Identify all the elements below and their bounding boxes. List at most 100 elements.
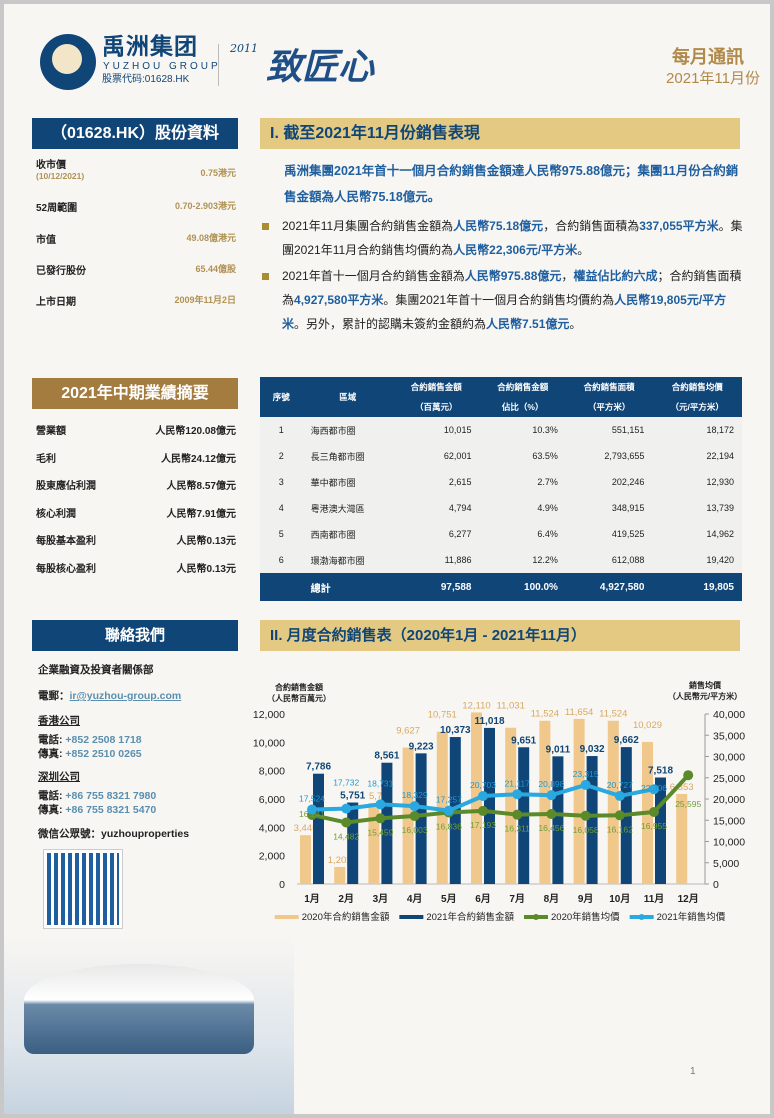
line-data-label: 16,162 — [607, 824, 633, 834]
line-data-label: 18,329 — [402, 790, 428, 800]
wechat-qr-code[interactable] — [43, 849, 123, 929]
table-cell: 14,962 — [706, 529, 734, 539]
table-cell: 63.5% — [532, 451, 558, 461]
table-cell: 4,794 — [448, 503, 472, 513]
interim-row: 核心利潤 人民幣7.91億元 — [36, 505, 236, 520]
line-data-label: 18,731 — [367, 778, 393, 788]
bar-2021 — [552, 756, 564, 884]
y2-tick-label: 15,000 — [713, 815, 745, 827]
legend-marker — [533, 914, 539, 920]
bullet-text: 337,055平方米 — [639, 219, 719, 233]
x-tick-label: 10月 — [609, 893, 630, 905]
line-data-label: 16,955 — [641, 821, 667, 831]
table-cell: 13,739 — [706, 503, 734, 513]
bar-data-label: 11,524 — [599, 709, 627, 720]
bar-2021 — [313, 773, 324, 884]
table-cell: 總計 — [302, 573, 393, 601]
hk-tel: +852 2508 1718 — [65, 734, 142, 746]
contact-dept: 企業融資及投資者關係部 — [38, 664, 154, 676]
stock-row: 上市日期 2009年11月2日 — [36, 293, 236, 308]
bar-2020 — [676, 793, 688, 884]
bar-2021 — [484, 727, 495, 884]
interim-row: 股東應佔利潤 人民幣8.57億元 — [36, 477, 236, 492]
bullet-text: 。集團2021年首十一個月合約銷售均價約為 — [383, 293, 615, 307]
line-2020 — [311, 773, 690, 825]
building-shape — [24, 964, 254, 1054]
company-logo-mark — [52, 44, 82, 74]
tel-label: 電話: — [38, 790, 66, 802]
value: 49.08億港元 — [186, 233, 236, 243]
bar-2021 — [415, 753, 427, 884]
bar-data-label: 10,029 — [633, 720, 662, 731]
value: 人民幣0.13元 — [176, 536, 236, 548]
bullet-text: 。集團2021年11月合約銷售均價約為 — [282, 219, 743, 257]
table-cell: 22,194 — [706, 451, 734, 461]
bullet-text: 人民幣75.18億元 — [453, 219, 544, 233]
table-cell: 10.3% — [532, 425, 558, 435]
header-line: （元/平方米） — [670, 402, 724, 412]
bullet-text: 人民幣7.51億元 — [486, 317, 570, 331]
section-1-header: I. 截至2021年11月份銷售表現 — [260, 118, 740, 149]
header-line: 合約銷售均價 — [671, 382, 723, 392]
legend-label: 2020年合約銷售金額 — [302, 911, 390, 923]
bar-2020 — [368, 803, 380, 884]
table-cell: 海西都市圈 — [310, 425, 356, 436]
header-line: 佔比（%） — [501, 402, 544, 412]
table-cell: 3 — [278, 477, 284, 487]
line-point — [546, 790, 557, 801]
x-tick-label: 7月 — [509, 893, 525, 905]
bullet-text: 2021年11月集團合約銷售金額為 — [282, 219, 454, 233]
table-cell: 2 — [278, 451, 284, 461]
newsletter-title: 每月通訊 — [672, 47, 744, 67]
line-data-label: 16,456 — [538, 823, 564, 833]
label: 上市日期 — [36, 297, 76, 308]
table-row: 6 環渤海都市圈 11,886 12.2% 612,088 19,420 — [260, 547, 742, 573]
line-point — [409, 801, 420, 812]
line-point — [614, 810, 625, 821]
x-tick-label: 11月 — [644, 893, 665, 905]
table-row: 3 華中都市圈 2,615 2.7% 202,246 12,930 — [260, 469, 742, 495]
y2-tick-label: 10,000 — [713, 837, 745, 849]
bullet-text: 人民幣975.88億元 — [464, 269, 562, 283]
table-cell: 19,805 — [652, 573, 742, 601]
header-line: （百萬元） — [414, 402, 458, 412]
table-cell: 粵港澳大灣區 — [310, 503, 365, 514]
table-cell: 4,927,580 — [565, 573, 653, 601]
label: 收市價 — [36, 160, 66, 171]
stock-info-header: （01628.HK）股份資料 — [32, 118, 238, 149]
x-tick-label: 6月 — [475, 893, 491, 905]
line-point — [546, 809, 557, 820]
bar-2021 — [586, 756, 598, 884]
line-point — [375, 813, 386, 824]
line-point — [649, 784, 659, 795]
section-1-lead: 禹洲集團2021年首十一個月合約銷售金額達人民幣975.88億元；集團11月份合… — [284, 164, 739, 204]
line-point — [478, 791, 488, 802]
x-tick-label: 5月 — [441, 893, 457, 905]
header-line: 合約銷售金額 — [410, 382, 462, 392]
bullet-text: 。 — [569, 317, 582, 331]
table-cell: 2,615 — [448, 477, 472, 487]
bar-data-label: 10,751 — [428, 710, 457, 721]
interim-row: 每股核心盈利 人民幣0.13元 — [36, 560, 236, 575]
table-cell: 2,793,655 — [604, 451, 645, 461]
bar-2020 — [300, 835, 311, 884]
sz-fax-row: 傳真: +86 755 8321 5470 — [38, 804, 156, 817]
x-tick-label: 9月 — [578, 893, 594, 905]
value: 2009年11月2日 — [174, 295, 236, 305]
table-row: 5 西南都市圈 6,277 6.4% 419,525 14,962 — [260, 521, 742, 547]
table-cell: 4 — [278, 503, 284, 513]
line-data-label: 15,459 — [367, 827, 393, 837]
column-header: 合約銷售金額 佔比（%） — [479, 377, 566, 417]
email-link[interactable]: ir@yuzhou-group.com — [69, 690, 182, 702]
x-tick-label: 2月 — [338, 893, 354, 905]
hk-office-title: 香港公司 — [38, 715, 80, 727]
line-point — [512, 789, 523, 800]
bar-data-label: 9,651 — [511, 735, 536, 746]
slogan-prefix: 2011 — [230, 42, 258, 55]
bar-data-label: 9,662 — [614, 735, 639, 746]
hk-fax-row: 傳真: +852 2510 0265 — [38, 748, 142, 761]
bullet-text: 2021年首十一個月合約銷售金額為 — [282, 269, 465, 283]
bullet-text: 人民幣19,805元/平方米 — [282, 293, 727, 331]
bar-2020 — [573, 718, 585, 884]
bar-data-label: 3,445 — [294, 823, 318, 834]
